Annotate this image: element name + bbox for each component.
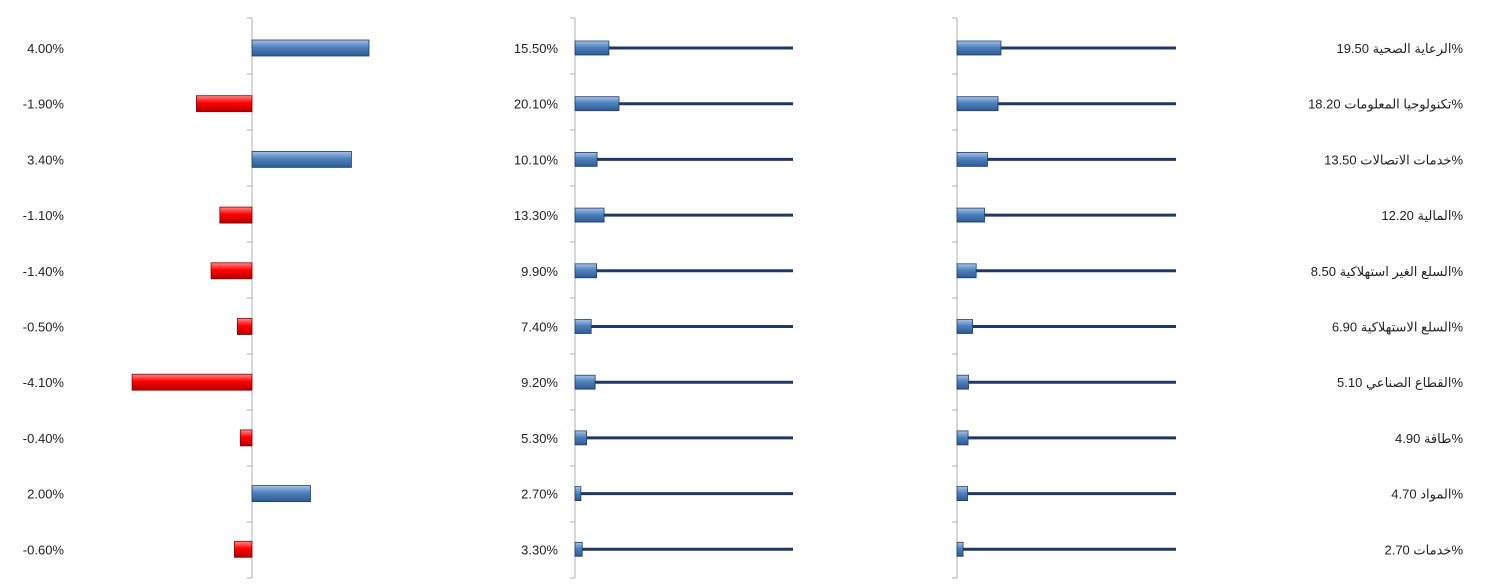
value-label: -1.90%: [23, 97, 65, 112]
bar: [956, 263, 977, 279]
bar: [574, 207, 605, 223]
value-label: 13.30%: [514, 208, 559, 223]
bar: [956, 319, 973, 334]
sector-label: خدمات 2.70%: [1384, 542, 1463, 557]
sector-label: السلع الاستهلاكية 6.90%: [1332, 320, 1464, 336]
value-label: -1.40%: [23, 264, 65, 279]
value-label: 5.30%: [521, 431, 558, 446]
bar: [956, 374, 969, 390]
sector-label: المالية 12.20%: [1381, 208, 1463, 223]
bar: [574, 430, 588, 446]
sector-label: القطاع الصناعي 5.10%: [1337, 375, 1463, 391]
bar: [956, 486, 969, 502]
value-label: 4.00%: [27, 41, 64, 56]
bar: [574, 96, 620, 112]
sector-label: المواد 4.70%: [1391, 487, 1463, 503]
value-label: 7.40%: [521, 320, 558, 335]
bar: [574, 374, 596, 390]
sector-label: طاقة 4.90%: [1395, 431, 1463, 446]
portfolio-weight-chart: الرعاية الصحية 19.50% تكنولوجيا المعلومات…: [952, 17, 1464, 579]
value-label: 2.70%: [521, 487, 558, 502]
bar: [956, 207, 985, 223]
value-label: 15.50%: [514, 41, 559, 56]
bar: [956, 151, 988, 167]
negative-bar: [210, 262, 253, 280]
negative-bar: [239, 429, 253, 447]
bar: [574, 319, 592, 334]
bar: [956, 40, 1002, 56]
negative-bar: [131, 373, 253, 391]
negative-bar: [219, 206, 253, 224]
bar: [574, 541, 583, 557]
value-label: -0.60%: [23, 542, 65, 557]
negative-bar: [196, 95, 253, 113]
negative-bar: [234, 540, 253, 558]
value-label: 2.00%: [27, 487, 64, 502]
bar: [574, 263, 598, 279]
bar: [574, 486, 582, 502]
value-label: 20.10%: [514, 97, 559, 112]
bar: [574, 151, 598, 167]
sector-label: خدمات الاتصالات 13.50%: [1324, 152, 1463, 167]
benchmark-weight-chart: 15.50% 20.10% 10.10% 13.30% 9.90% 7.40% 9.20% 5…: [514, 17, 793, 579]
positive-bar: [251, 39, 370, 57]
value-label: 3.30%: [521, 542, 558, 557]
sector-label: تكنولوجيا المعلومات 18.20%: [1308, 97, 1463, 113]
bar: [574, 40, 610, 56]
value-label: 10.10%: [514, 152, 559, 167]
value-label: 9.90%: [521, 264, 558, 279]
value-label: -1.10%: [23, 208, 65, 223]
positive-bar: [251, 150, 352, 168]
sector-label: الرعاية الصحية 19.50%: [1336, 41, 1463, 57]
negative-bar: [236, 318, 253, 335]
positive-bar: [251, 485, 311, 503]
value-label: 3.40%: [27, 152, 64, 167]
sector-label: السلع الغير استهلاكية 8.50%: [1311, 264, 1464, 280]
bar: [956, 430, 969, 446]
value-label: -0.40%: [23, 431, 65, 446]
value-label: -4.10%: [23, 375, 65, 390]
value-label: -0.50%: [23, 320, 65, 335]
change-chart: 4.00% -1.90% 3.40% -1.10% -1.40% -0.50% -4.10%…: [23, 17, 370, 579]
value-label: 9.20%: [521, 375, 558, 390]
bar: [956, 541, 964, 557]
bar: [956, 96, 999, 112]
